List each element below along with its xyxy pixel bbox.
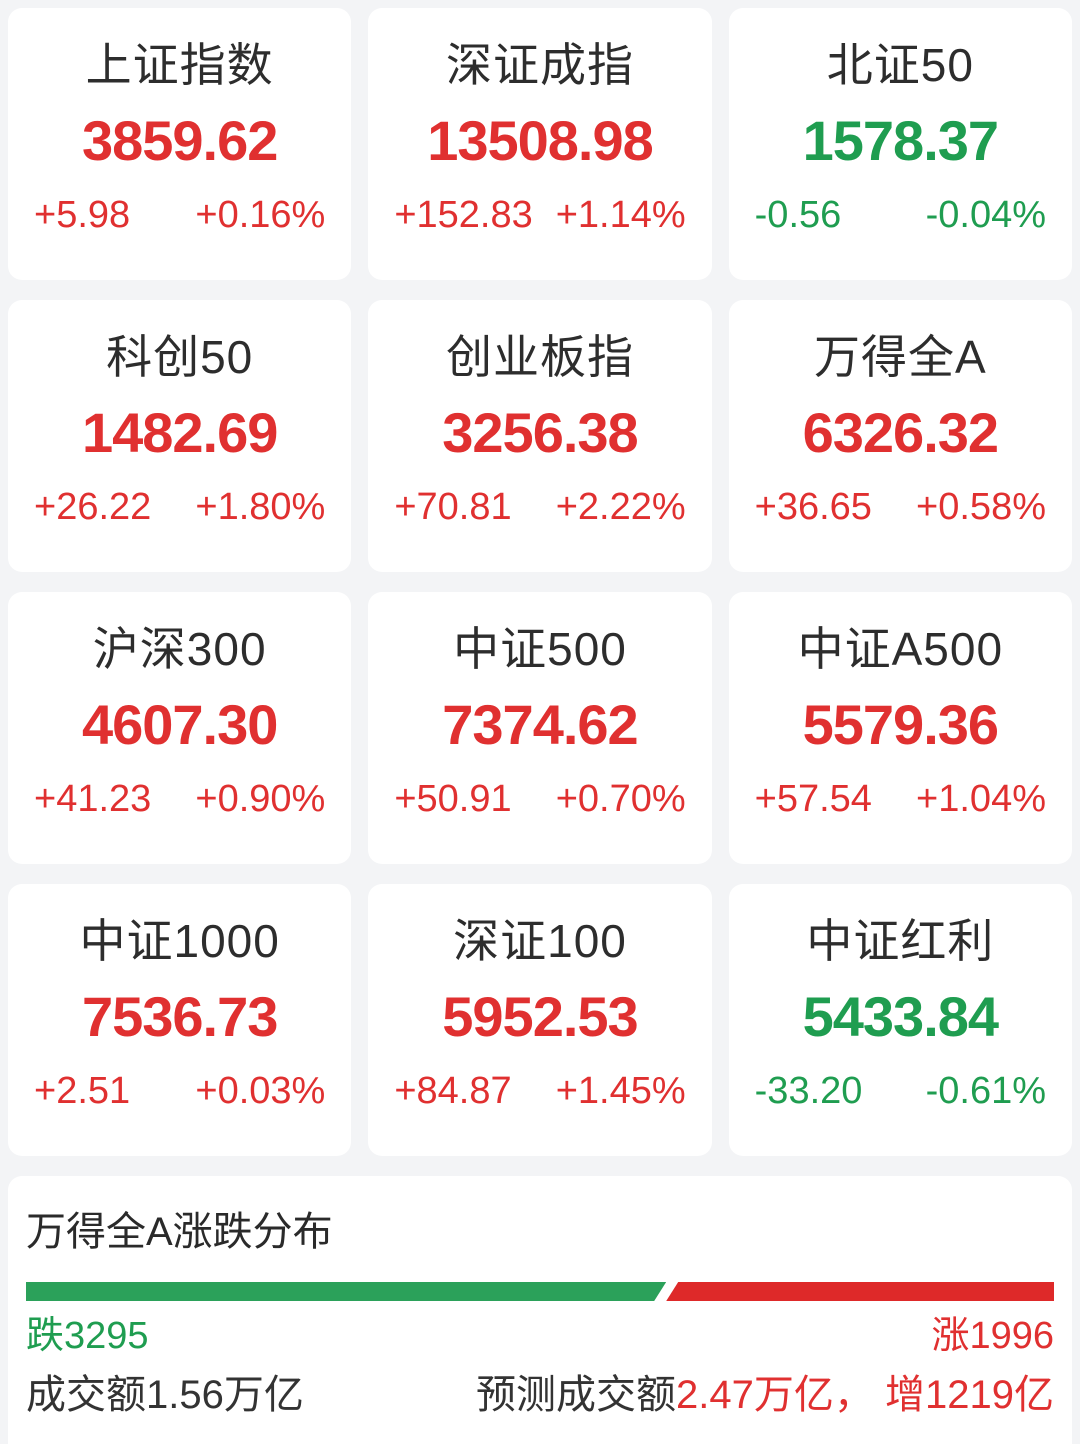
index-name: 上证指数 <box>85 39 274 91</box>
index-change-row: +57.54 +1.04% <box>729 780 1072 818</box>
index-card-shenzhen-component[interactable]: 深证成指 13508.98 +152.83 +1.14% <box>368 8 712 280</box>
index-name: 沪深300 <box>92 623 267 675</box>
index-card-star50[interactable]: 科创50 1482.69 +26.22 +1.80% <box>8 300 352 572</box>
index-change-percent: +2.22% <box>555 485 686 528</box>
index-change-percent: +0.03% <box>195 1069 326 1112</box>
advance-decline-labels: 跌3295 涨1996 <box>26 1317 1054 1355</box>
advance-decline-panel: 万得全A涨跌分布 跌3295 涨1996 成交额1.56万亿 预测成交额2.47… <box>8 1176 1072 1444</box>
index-change-row: +26.22 +1.80% <box>8 488 351 526</box>
index-card-wind-all-a[interactable]: 万得全A 6326.32 +36.65 +0.58% <box>728 300 1072 572</box>
advance-decline-bar <box>26 1282 1054 1301</box>
turnover-row: 成交额1.56万亿 预测成交额2.47万亿， 增1219亿 <box>26 1375 1054 1415</box>
index-name: 深证100 <box>453 915 627 967</box>
index-change-row: +36.65 +0.58% <box>729 488 1072 526</box>
index-value: 6326.32 <box>802 401 999 464</box>
index-change-row: +84.87 +1.45% <box>368 1072 711 1110</box>
index-card-csi-dividend[interactable]: 中证红利 5433.84 -33.20 -0.61% <box>728 884 1072 1156</box>
index-change: +5.98 <box>34 193 131 236</box>
index-change-row: +50.91 +0.70% <box>368 780 711 818</box>
advance-count-label: 涨1996 <box>931 1315 1054 1357</box>
index-change-percent: +1.45% <box>555 1069 686 1112</box>
index-change-percent: +0.58% <box>916 485 1046 528</box>
index-card-csi-a500[interactable]: 中证A500 5579.36 +57.54 +1.04% <box>728 592 1072 864</box>
index-change-percent: +1.80% <box>195 485 326 528</box>
index-change-row: +152.83 +1.14% <box>368 196 711 234</box>
index-change-percent: +0.90% <box>195 777 326 820</box>
index-card-szse100[interactable]: 深证100 5952.53 +84.87 +1.45% <box>368 884 712 1156</box>
forecast-highlight: 2.47万亿， 增1219亿 <box>676 1373 1054 1417</box>
index-card-shanghai-composite[interactable]: 上证指数 3859.62 +5.98 +0.16% <box>8 8 352 280</box>
index-name: 万得全A <box>813 331 987 383</box>
index-name: 中证A500 <box>797 623 1004 675</box>
index-value: 5433.84 <box>802 985 999 1048</box>
index-change-row: -0.56 -0.04% <box>729 196 1072 234</box>
index-value: 4607.30 <box>81 693 278 756</box>
index-change: +50.91 <box>394 777 512 820</box>
index-change-row: +70.81 +2.22% <box>368 488 711 526</box>
index-card-csi1000[interactable]: 中证1000 7536.73 +2.51 +0.03% <box>8 884 352 1156</box>
index-name: 中证500 <box>453 623 627 675</box>
index-name: 中证1000 <box>79 915 280 967</box>
index-change: -0.56 <box>754 193 842 236</box>
index-value: 1482.69 <box>81 401 278 464</box>
index-change-row: +41.23 +0.90% <box>8 780 351 818</box>
index-change: +84.87 <box>394 1069 512 1112</box>
index-change-percent: -0.61% <box>925 1069 1046 1112</box>
index-card-grid: 上证指数 3859.62 +5.98 +0.16% 深证成指 13508.98 … <box>8 8 1072 1156</box>
index-change-percent: +0.16% <box>195 193 326 236</box>
index-value: 7374.62 <box>442 693 638 756</box>
decline-count-label: 跌3295 <box>26 1315 149 1357</box>
advance-bar-segment <box>666 1282 1054 1301</box>
index-change-row: +2.51 +0.03% <box>8 1072 351 1110</box>
index-card-bse50[interactable]: 北证50 1578.37 -0.56 -0.04% <box>728 8 1072 280</box>
index-change-percent: -0.04% <box>925 193 1046 236</box>
index-change-percent: +0.70% <box>555 777 686 820</box>
index-value: 3859.62 <box>81 109 278 172</box>
advance-decline-title: 万得全A涨跌分布 <box>26 1210 333 1254</box>
index-change-percent: +1.04% <box>916 777 1046 820</box>
index-name: 科创50 <box>106 331 254 383</box>
forecast-prefix: 预测成交额 <box>476 1373 677 1417</box>
decline-bar-segment <box>26 1282 666 1301</box>
index-change: +36.65 <box>754 485 872 528</box>
index-name: 创业板指 <box>445 331 634 383</box>
forecast-label: 预测成交额2.47万亿， 增1219亿 <box>476 1375 1054 1415</box>
index-value: 5952.53 <box>442 985 638 1048</box>
index-card-chinext[interactable]: 创业板指 3256.38 +70.81 +2.22% <box>368 300 712 572</box>
index-name: 中证红利 <box>806 915 995 967</box>
turnover-label: 成交额1.56万亿 <box>26 1373 304 1417</box>
index-name: 北证50 <box>826 39 974 91</box>
index-value: 13508.98 <box>427 109 654 172</box>
index-card-csi500[interactable]: 中证500 7374.62 +50.91 +0.70% <box>368 592 712 864</box>
index-change: +26.22 <box>34 485 152 528</box>
index-change-row: +5.98 +0.16% <box>8 196 351 234</box>
index-value: 1578.37 <box>802 109 999 172</box>
index-value: 7536.73 <box>81 985 278 1048</box>
index-change: +41.23 <box>34 777 152 820</box>
index-change: +57.54 <box>754 777 872 820</box>
index-change-row: -33.20 -0.61% <box>729 1072 1072 1110</box>
index-change-percent: +1.14% <box>555 193 686 236</box>
index-value: 3256.38 <box>442 401 638 464</box>
index-change: +70.81 <box>394 485 512 528</box>
index-value: 5579.36 <box>802 693 999 756</box>
index-card-csi300[interactable]: 沪深300 4607.30 +41.23 +0.90% <box>8 592 352 864</box>
index-change: -33.20 <box>754 1069 863 1112</box>
index-change: +152.83 <box>394 193 533 236</box>
index-change: +2.51 <box>34 1069 131 1112</box>
index-name: 深证成指 <box>445 39 634 91</box>
